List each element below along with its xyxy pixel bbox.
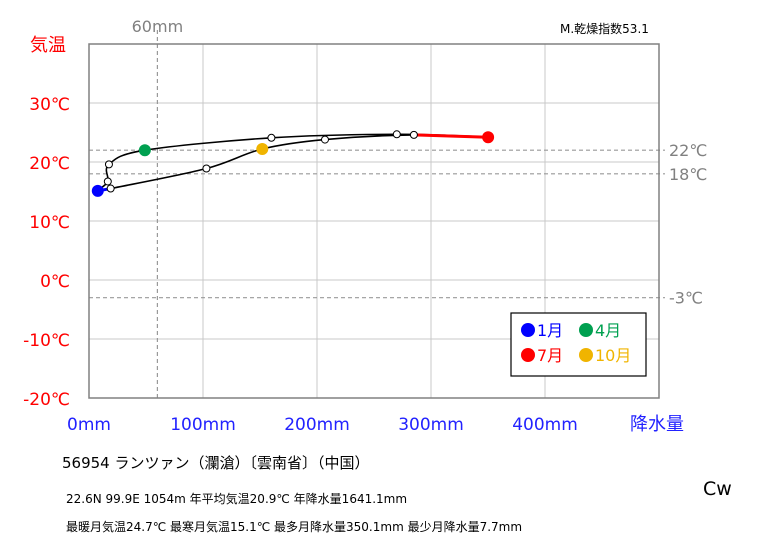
month-marker-2: [103, 177, 112, 186]
x-axis-label: 降水量: [630, 414, 684, 435]
legend-marker-10: [579, 348, 593, 362]
x-tick-label: 300mm: [398, 415, 464, 435]
x-tick-label: 400mm: [512, 415, 578, 435]
legend-label-1: 1月: [537, 321, 563, 340]
ref-label-temp: 18℃: [669, 165, 707, 184]
month-marker-4: [138, 144, 151, 157]
plot-border: [88, 43, 660, 399]
x-tick-label: 200mm: [284, 415, 350, 435]
month-marker-10: [256, 143, 269, 156]
y-tick-label: -10℃: [23, 331, 70, 351]
ref-label-precip: 60mm: [132, 17, 184, 36]
legend-marker-1: [521, 323, 535, 337]
month-marker-12: [106, 184, 115, 193]
wettest-month-segment: [413, 133, 489, 139]
station-summary-1: 22.6N 99.9E 1054m 年平均気温20.9℃ 年降水量1641.1m…: [66, 492, 408, 506]
legend-marker-4: [579, 323, 593, 337]
y-tick-label: 10℃: [29, 213, 70, 233]
y-tick-label: 20℃: [29, 154, 70, 174]
month-marker-3: [104, 160, 113, 169]
ref-label-temp: 22℃: [669, 141, 707, 160]
station-title: 56954 ランツァン（瀾滄）〔雲南省〕（中国）: [62, 454, 370, 472]
legend-label-7: 7月: [537, 346, 563, 365]
month-marker-1: [91, 184, 104, 197]
month-marker-7: [482, 131, 495, 144]
legend-label-10: 10月: [595, 346, 631, 365]
y-tick-label: 30℃: [29, 95, 70, 115]
x-tick-label: 0mm: [67, 415, 111, 435]
x-tick-label: 100mm: [170, 415, 236, 435]
legend-box: [510, 312, 647, 377]
month-marker-5: [267, 133, 276, 142]
ref-label-temp: -3℃: [669, 289, 703, 308]
station-summary-2: 最暖月気温24.7℃ 最寒月気温15.1℃ 最多月降水量350.1mm 最少月降…: [66, 520, 523, 534]
month-marker-6: [392, 130, 401, 139]
legend-marker-7: [521, 348, 535, 362]
chart-title: M.乾燥指数53.1: [560, 21, 649, 36]
y-tick-label: -20℃: [23, 390, 70, 410]
legend-label-4: 4月: [595, 321, 621, 340]
koppen-class: Cw: [703, 478, 732, 500]
month-marker-8: [409, 130, 418, 139]
month-marker-11: [202, 164, 211, 173]
y-axis-label: 気温: [30, 35, 66, 56]
y-tick-label: 0℃: [40, 272, 70, 292]
month-marker-9: [320, 135, 329, 144]
